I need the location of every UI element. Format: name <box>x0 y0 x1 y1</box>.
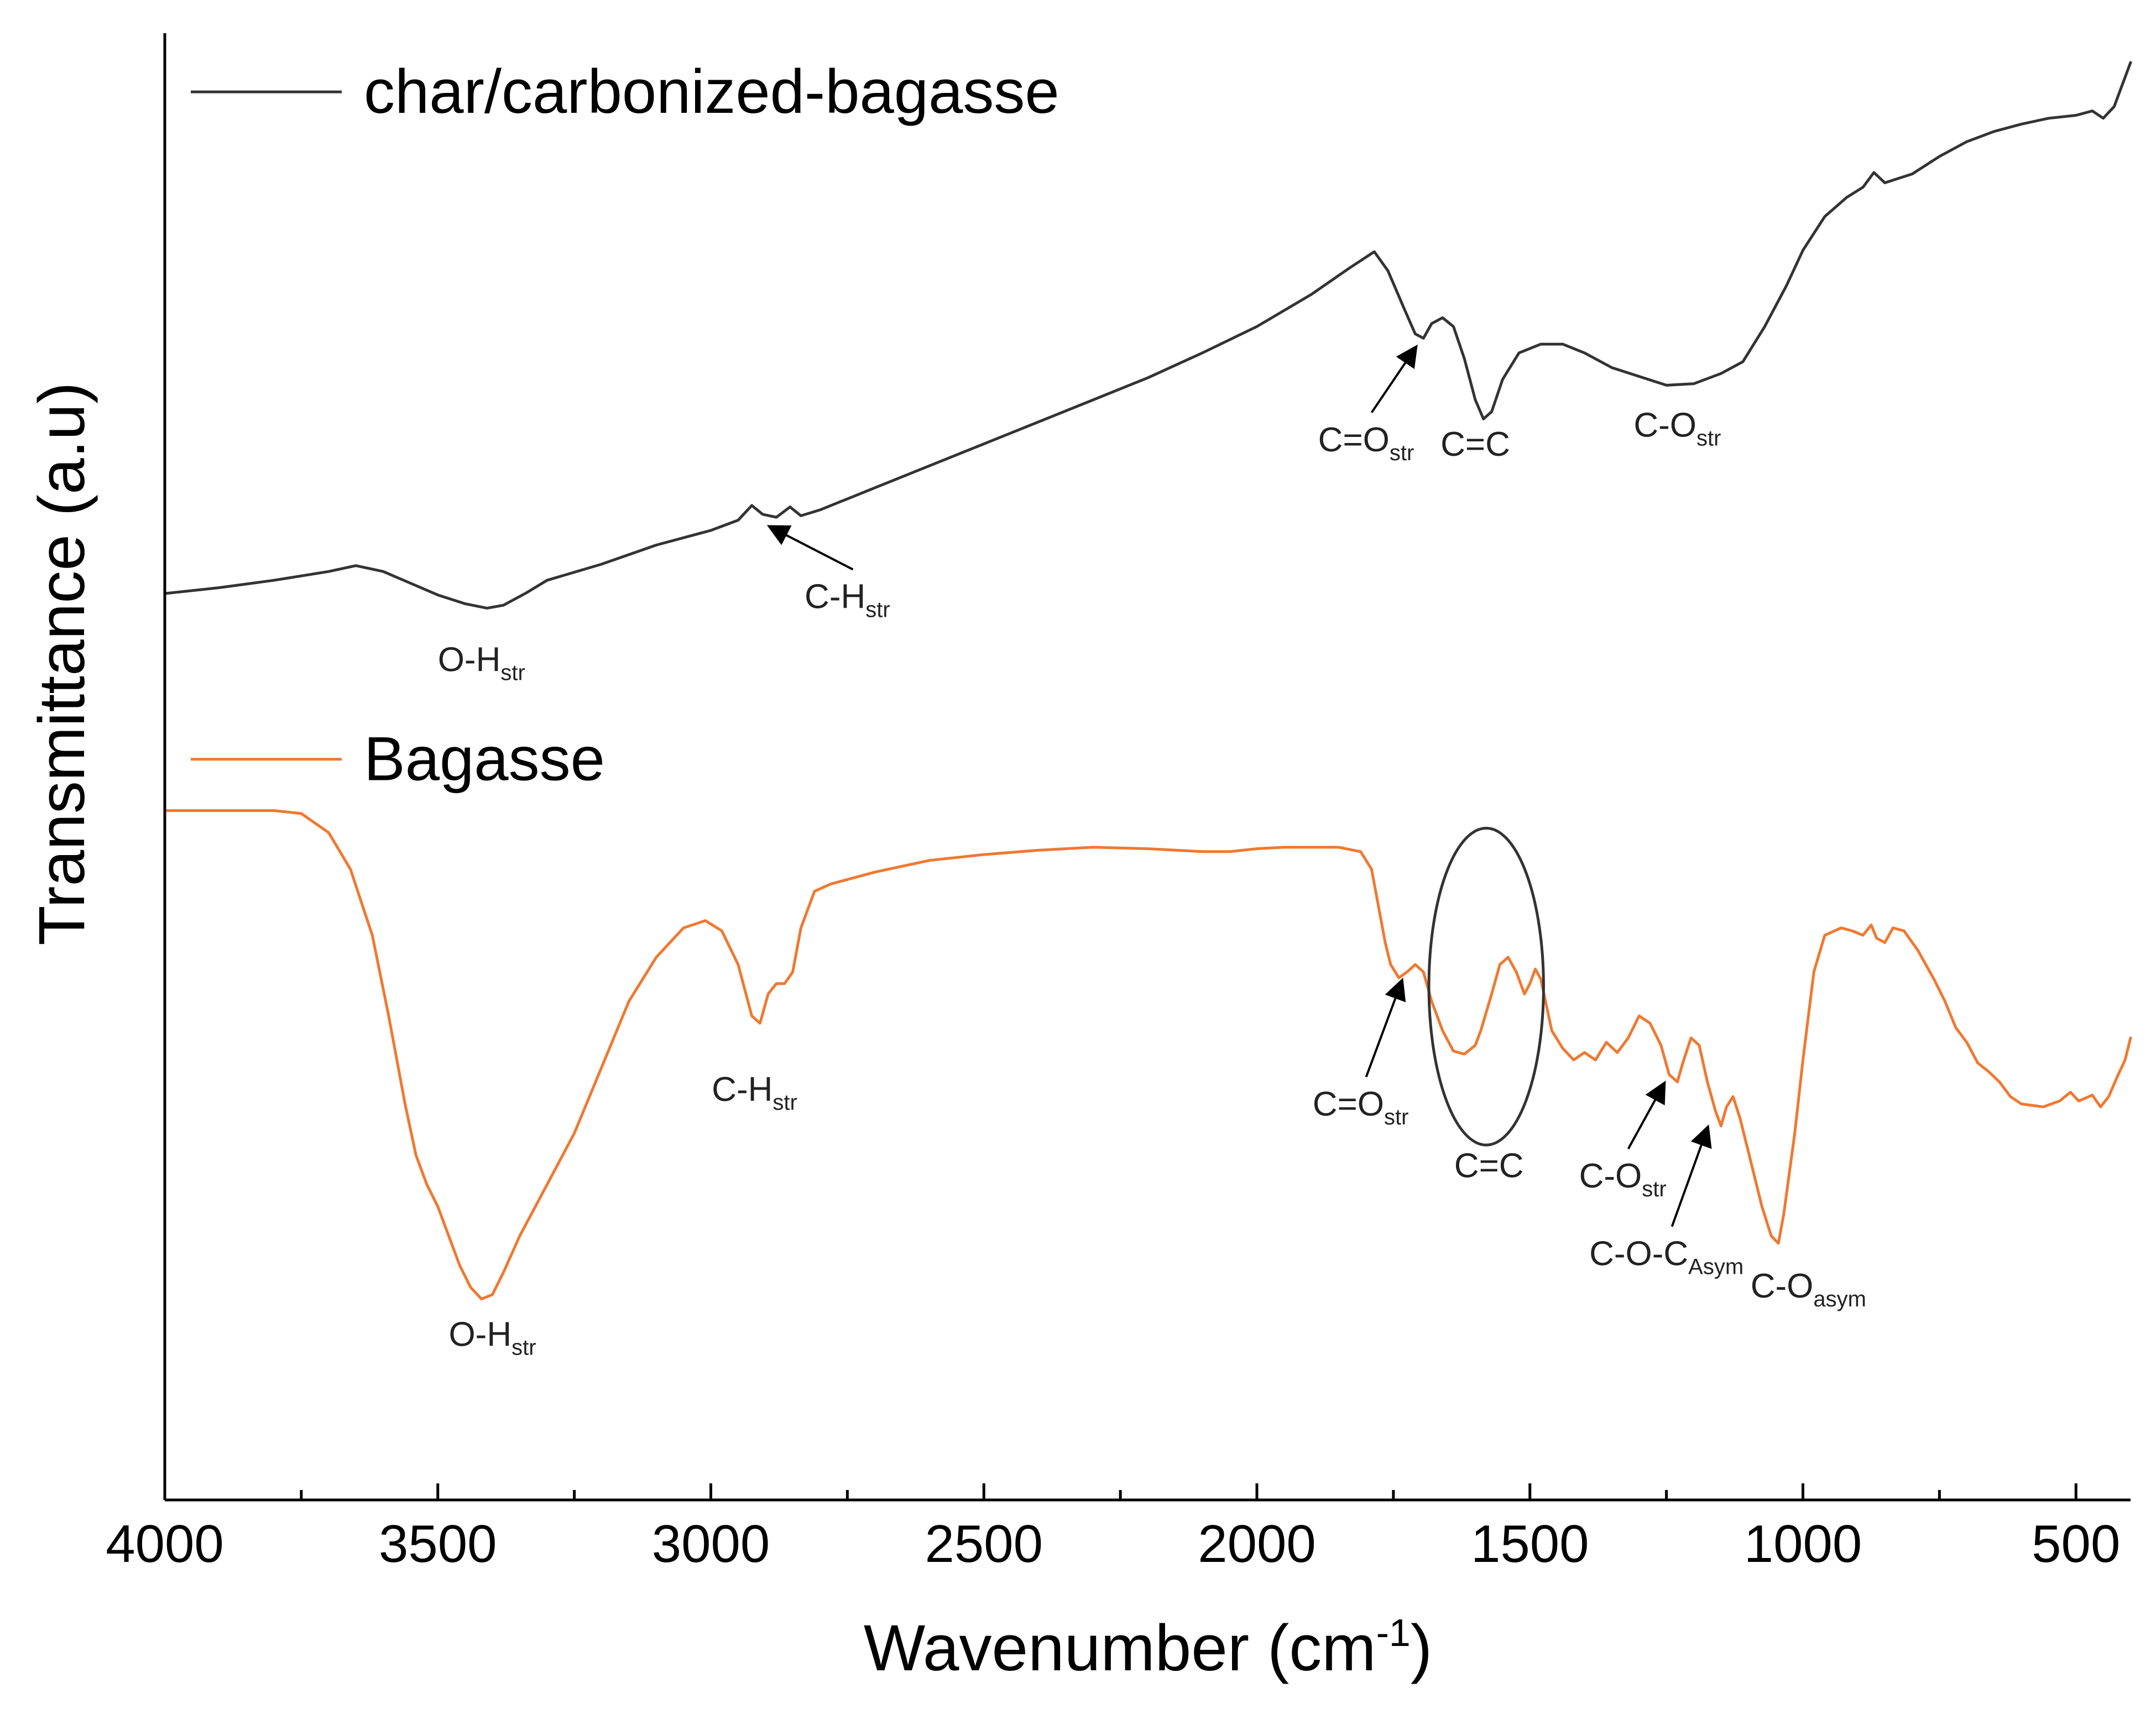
annotation-label: O-Hstr <box>448 1316 536 1360</box>
annotation-main: C=O <box>1313 1085 1384 1123</box>
x-tick-label: 1500 <box>1471 1514 1589 1574</box>
annotation-label: C=C <box>1454 1147 1524 1185</box>
annotation-label: O-Hstr <box>438 641 525 685</box>
x-tick-label: 1000 <box>1744 1514 1862 1574</box>
annotation-arrow <box>1670 1124 1712 1227</box>
annotation-main: O-H <box>438 641 501 679</box>
annotation-main: C-H <box>712 1071 772 1109</box>
annotation-main: C-O <box>1751 1267 1814 1305</box>
annotation-subscript: str <box>1696 426 1721 450</box>
annotation-subscript: str <box>865 598 890 622</box>
x-tick-label: 2500 <box>925 1514 1043 1574</box>
annotation-arrow <box>766 525 854 571</box>
annotation-main: C-O <box>1579 1157 1642 1195</box>
x-axis-title-main: Wavenumber (cm <box>864 1612 1376 1685</box>
x-axis-title-close: ) <box>1411 1612 1432 1685</box>
legend-label: char/carbonized-bagasse <box>364 57 1059 126</box>
annotation-subscript: str <box>511 1336 536 1360</box>
annotation-label: C-Ostr <box>1579 1157 1667 1201</box>
annotation-label: C-Hstr <box>712 1071 797 1115</box>
annotation-main: C-H <box>805 578 865 616</box>
series-layer <box>163 61 2132 1301</box>
x-axis-title: Wavenumber (cm-1) <box>864 1611 1432 1685</box>
annotation-main: C=O <box>1318 421 1390 459</box>
annotation-main: C=C <box>1440 425 1510 463</box>
annotation-label: C-Oasym <box>1751 1267 1866 1311</box>
annotation-arrow <box>1627 1080 1666 1150</box>
series-line-bagasse <box>163 809 2132 1301</box>
legend: char/carbonized-bagasse Bagasse <box>191 57 1059 794</box>
annotation-subscript: str <box>1390 441 1414 465</box>
annotation-subscript: asym <box>1813 1287 1866 1311</box>
annotation-main: O-H <box>448 1316 511 1354</box>
x-tick-layer: 4000 3500 3000 2500 2000 1500 1000 500 <box>106 1483 2120 1574</box>
annotation-subscript: str <box>500 661 525 685</box>
annotation-subscript: str <box>1384 1105 1408 1129</box>
annotation-arrow <box>1370 344 1418 413</box>
series-line-char-carbonized-bagasse <box>163 61 2132 610</box>
annotation-label: C-Hstr <box>805 578 890 622</box>
x-tick-label: 4000 <box>106 1514 224 1574</box>
annotation-label: C=C <box>1440 425 1510 463</box>
x-tick-label: 2000 <box>1198 1514 1316 1574</box>
annotation-arrow <box>1365 977 1406 1077</box>
x-tick-label: 3000 <box>652 1514 770 1574</box>
x-axis-title-superscript: -1 <box>1376 1611 1411 1654</box>
annotation-label: C=Ostr <box>1313 1085 1409 1129</box>
annotation-subscript: str <box>1642 1177 1666 1201</box>
x-tick-label: 500 <box>2032 1514 2120 1574</box>
annotation-subscript: str <box>772 1091 797 1115</box>
annotation-label: C-Ostr <box>1633 406 1721 450</box>
c-c-highlight-ellipse <box>1427 826 1545 1147</box>
legend-label: Bagasse <box>364 725 605 794</box>
annotation-label: C-O-CAsym <box>1589 1235 1743 1279</box>
annotation-label: C=Ostr <box>1318 421 1414 465</box>
y-axis-title: Transmittance (a.u) <box>25 382 98 946</box>
annotation-subscript: Asym <box>1688 1255 1743 1279</box>
annotation-main: C=C <box>1454 1147 1524 1185</box>
annotation-main: C-O-C <box>1589 1235 1688 1273</box>
x-tick-label: 3500 <box>379 1514 497 1574</box>
annotation-main: C-O <box>1633 406 1696 444</box>
